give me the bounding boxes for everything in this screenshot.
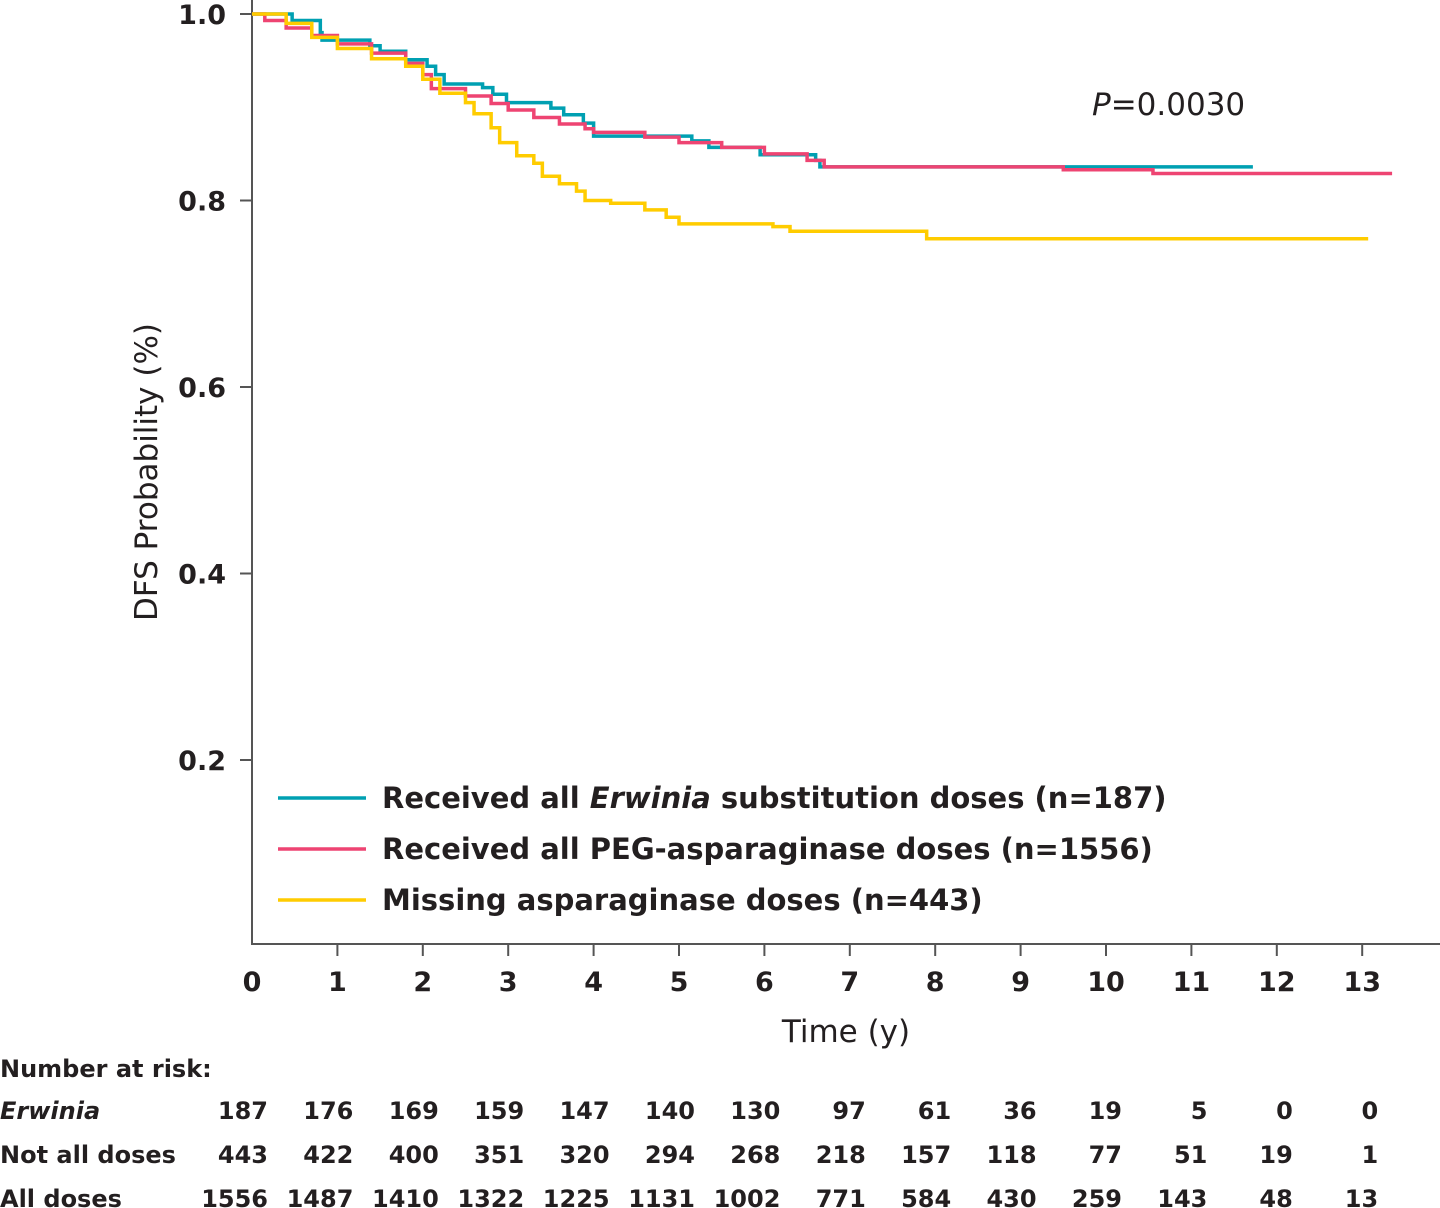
x-tick-label: 1 <box>328 967 347 998</box>
risk-value: 169 <box>389 1097 439 1125</box>
risk-value: 51 <box>1174 1141 1207 1169</box>
legend-text: substitution doses (n=187) <box>711 781 1167 815</box>
risk-value: 176 <box>303 1097 353 1125</box>
risk-value: 1322 <box>457 1185 524 1208</box>
risk-value: 218 <box>816 1141 866 1169</box>
risk-value: 430 <box>986 1185 1036 1208</box>
risk-value: 77 <box>1089 1141 1122 1169</box>
risk-value: 48 <box>1259 1185 1292 1208</box>
risk-value: 422 <box>303 1141 353 1169</box>
risk-value: 400 <box>389 1141 439 1169</box>
x-tick-label: 6 <box>755 967 774 998</box>
risk-value: 159 <box>474 1097 524 1125</box>
risk-value: 1131 <box>628 1185 695 1208</box>
risk-value: 443 <box>218 1141 268 1169</box>
legend-label: Missing asparaginase doses (n=443) <box>382 883 983 917</box>
x-tick-label: 4 <box>584 967 603 998</box>
risk-value: 147 <box>559 1097 609 1125</box>
km-curve-1 <box>252 12 1253 169</box>
x-tick-label: 11 <box>1173 967 1211 998</box>
risk-value: 187 <box>218 1097 268 1125</box>
x-tick-label: 2 <box>413 967 432 998</box>
legend-text: Erwinia <box>590 781 711 815</box>
risk-value: 13 <box>1345 1185 1378 1208</box>
y-tick-label: 0.4 <box>178 560 226 591</box>
risk-value: 130 <box>730 1097 780 1125</box>
p-value: P=0.0030 <box>1092 87 1245 123</box>
x-tick-label: 5 <box>670 967 689 998</box>
legend-text: Missing asparaginase doses (n=443) <box>382 883 983 917</box>
risk-row-label: Not all doses <box>0 1141 176 1169</box>
x-tick-label: 13 <box>1343 967 1381 998</box>
risk-value: 19 <box>1089 1097 1122 1125</box>
y-tick-label: 0.8 <box>178 187 226 218</box>
risk-value: 1487 <box>287 1185 354 1208</box>
risk-value: 97 <box>832 1097 865 1125</box>
x-tick-label: 10 <box>1087 967 1125 998</box>
risk-value: 1 <box>1361 1141 1378 1169</box>
risk-value: 19 <box>1259 1141 1292 1169</box>
risk-row-label: Erwinia <box>0 1097 100 1125</box>
risk-value: 771 <box>816 1185 866 1208</box>
risk-value: 584 <box>901 1185 951 1208</box>
x-tick-label: 0 <box>243 967 262 998</box>
risk-value: 1002 <box>714 1185 781 1208</box>
risk-value: 0 <box>1276 1097 1293 1125</box>
risk-value: 259 <box>1072 1185 1122 1208</box>
km-curve-3 <box>252 12 1369 241</box>
risk-value: 0 <box>1361 1097 1378 1125</box>
legend-label: Received all Erwinia substitution doses … <box>382 781 1167 815</box>
risk-value: 1410 <box>372 1185 439 1208</box>
x-tick-label: 7 <box>840 967 859 998</box>
risk-value: 294 <box>645 1141 695 1169</box>
risk-value: 1225 <box>543 1185 610 1208</box>
x-tick-label: 3 <box>499 967 518 998</box>
y-tick-label: 1.0 <box>178 0 226 31</box>
risk-value: 351 <box>474 1141 524 1169</box>
legend: Received all Erwinia substitution doses … <box>278 781 1167 917</box>
risk-value: 36 <box>1003 1097 1036 1125</box>
x-tick-label: 8 <box>926 967 945 998</box>
y-axis-title: DFS Probability (%) <box>129 323 165 621</box>
risk-value: 140 <box>645 1097 695 1125</box>
y-tick-label: 0.2 <box>178 746 226 777</box>
x-axis-title: Time (y) <box>781 1014 910 1050</box>
risk-value: 118 <box>986 1141 1036 1169</box>
y-tick-label: 0.6 <box>178 373 226 404</box>
x-tick-label: 9 <box>1011 967 1030 998</box>
risk-value: 61 <box>918 1097 951 1125</box>
risk-value: 268 <box>730 1141 780 1169</box>
risk-value: 157 <box>901 1141 951 1169</box>
legend-text: Received all <box>382 781 590 815</box>
x-tick-label: 12 <box>1258 967 1296 998</box>
risk-row-label: All doses <box>0 1185 122 1208</box>
risk-value: 320 <box>559 1141 609 1169</box>
legend-text: Received all PEG-asparaginase doses (n=1… <box>382 832 1153 866</box>
risk-value: 5 <box>1191 1097 1208 1125</box>
risk-table-title: Number at risk: <box>0 1055 212 1083</box>
legend-label: Received all PEG-asparaginase doses (n=1… <box>382 832 1153 866</box>
risk-value: 143 <box>1157 1185 1207 1208</box>
risk-value: 1556 <box>201 1185 268 1208</box>
